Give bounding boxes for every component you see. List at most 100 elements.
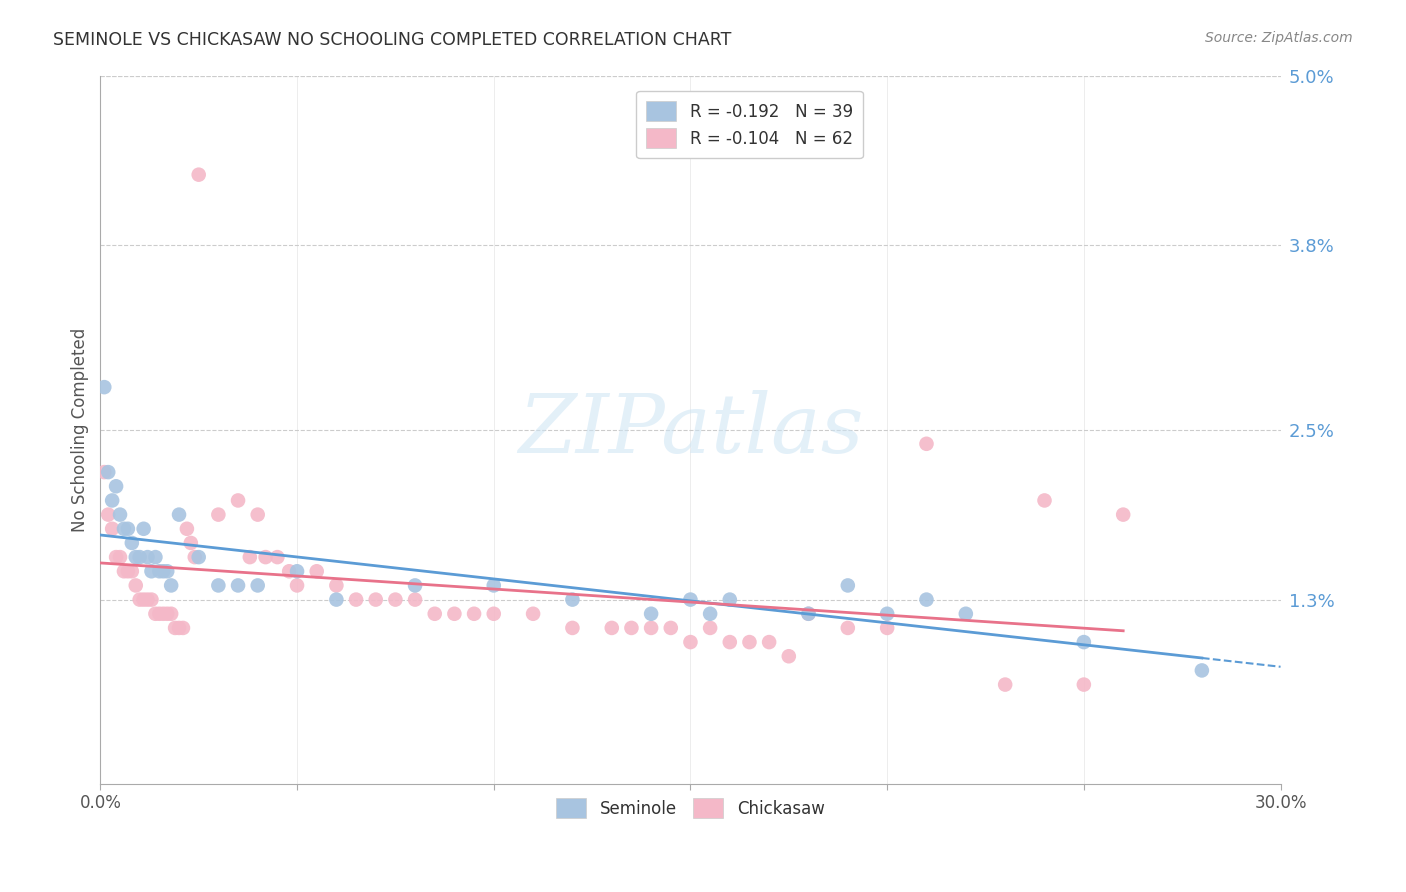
Point bbox=[305, 564, 328, 578]
Point bbox=[105, 550, 128, 565]
Point bbox=[254, 550, 277, 565]
Point bbox=[167, 508, 190, 522]
Point bbox=[105, 479, 128, 493]
Point bbox=[659, 621, 682, 635]
Point bbox=[797, 607, 820, 621]
Point bbox=[128, 592, 150, 607]
Point bbox=[640, 621, 662, 635]
Point bbox=[184, 550, 207, 565]
Point bbox=[112, 564, 135, 578]
Point bbox=[93, 465, 115, 479]
Point bbox=[384, 592, 406, 607]
Point bbox=[778, 649, 800, 664]
Point bbox=[132, 522, 155, 536]
Point bbox=[97, 508, 120, 522]
Y-axis label: No Schooling Completed: No Schooling Completed bbox=[72, 327, 89, 532]
Point bbox=[404, 592, 426, 607]
Point bbox=[423, 607, 446, 621]
Point bbox=[876, 607, 898, 621]
Point bbox=[226, 493, 249, 508]
Point bbox=[112, 522, 135, 536]
Point bbox=[141, 564, 163, 578]
Point bbox=[160, 607, 183, 621]
Point bbox=[404, 578, 426, 592]
Point bbox=[246, 508, 269, 522]
Point bbox=[128, 550, 150, 565]
Point bbox=[121, 536, 143, 550]
Point bbox=[101, 522, 124, 536]
Text: Source: ZipAtlas.com: Source: ZipAtlas.com bbox=[1205, 31, 1353, 45]
Point bbox=[876, 621, 898, 635]
Point bbox=[121, 564, 143, 578]
Point bbox=[1073, 635, 1095, 649]
Point bbox=[117, 564, 139, 578]
Point bbox=[101, 493, 124, 508]
Text: SEMINOLE VS CHICKASAW NO SCHOOLING COMPLETED CORRELATION CHART: SEMINOLE VS CHICKASAW NO SCHOOLING COMPL… bbox=[53, 31, 731, 49]
Point bbox=[463, 607, 485, 621]
Point bbox=[148, 607, 170, 621]
Text: ZIPatlas: ZIPatlas bbox=[517, 390, 863, 469]
Point bbox=[285, 578, 308, 592]
Point bbox=[522, 607, 544, 621]
Point bbox=[482, 578, 505, 592]
Point bbox=[344, 592, 367, 607]
Point bbox=[718, 635, 741, 649]
Point bbox=[152, 564, 174, 578]
Point bbox=[239, 550, 262, 565]
Point bbox=[955, 607, 977, 621]
Point bbox=[176, 522, 198, 536]
Point bbox=[699, 621, 721, 635]
Point bbox=[718, 592, 741, 607]
Point bbox=[132, 592, 155, 607]
Point bbox=[226, 578, 249, 592]
Point bbox=[679, 635, 702, 649]
Point bbox=[285, 564, 308, 578]
Point bbox=[152, 607, 174, 621]
Point bbox=[482, 607, 505, 621]
Point bbox=[93, 380, 115, 394]
Point bbox=[758, 635, 780, 649]
Point bbox=[207, 578, 229, 592]
Point bbox=[1112, 508, 1135, 522]
Point bbox=[915, 437, 938, 451]
Point bbox=[156, 607, 179, 621]
Point bbox=[325, 592, 347, 607]
Point bbox=[187, 550, 209, 565]
Point bbox=[278, 564, 301, 578]
Point bbox=[145, 550, 167, 565]
Point bbox=[187, 168, 209, 182]
Point bbox=[148, 564, 170, 578]
Point bbox=[117, 522, 139, 536]
Point bbox=[364, 592, 387, 607]
Point bbox=[136, 550, 159, 565]
Point bbox=[1073, 677, 1095, 691]
Point bbox=[797, 607, 820, 621]
Point bbox=[1033, 493, 1056, 508]
Point bbox=[165, 621, 187, 635]
Point bbox=[97, 465, 120, 479]
Point bbox=[108, 550, 131, 565]
Point bbox=[141, 592, 163, 607]
Point bbox=[246, 578, 269, 592]
Point bbox=[108, 508, 131, 522]
Point bbox=[1191, 664, 1213, 678]
Point bbox=[156, 564, 179, 578]
Point bbox=[443, 607, 465, 621]
Point bbox=[600, 621, 623, 635]
Point bbox=[207, 508, 229, 522]
Point bbox=[679, 592, 702, 607]
Point bbox=[136, 592, 159, 607]
Point bbox=[180, 536, 202, 550]
Point bbox=[699, 607, 721, 621]
Point bbox=[160, 578, 183, 592]
Legend: Seminole, Chickasaw: Seminole, Chickasaw bbox=[550, 791, 831, 825]
Point bbox=[167, 621, 190, 635]
Point bbox=[561, 621, 583, 635]
Point bbox=[620, 621, 643, 635]
Point bbox=[125, 550, 148, 565]
Point bbox=[837, 578, 859, 592]
Point bbox=[125, 578, 148, 592]
Point bbox=[172, 621, 194, 635]
Point bbox=[561, 592, 583, 607]
Point bbox=[145, 607, 167, 621]
